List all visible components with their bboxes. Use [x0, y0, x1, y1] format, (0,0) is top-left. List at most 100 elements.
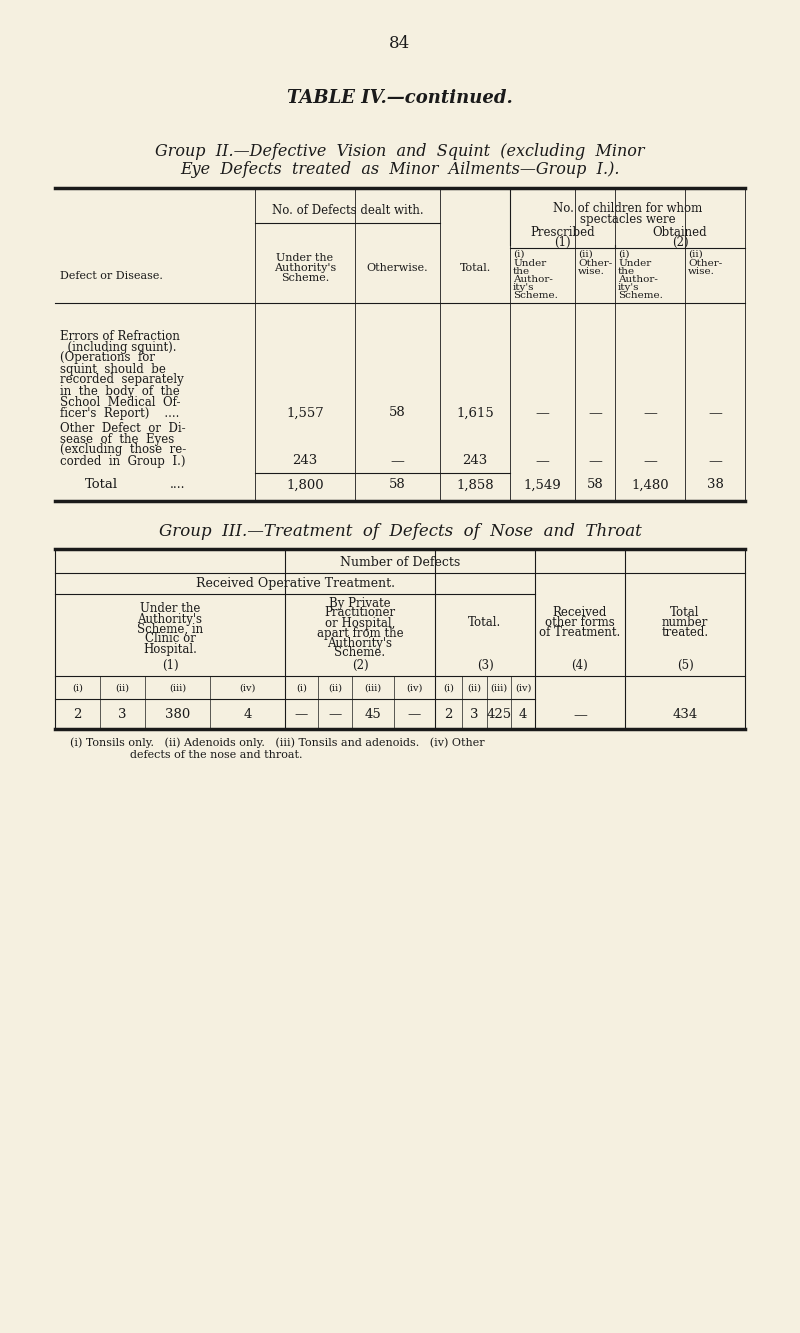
Text: 1,800: 1,800: [286, 479, 324, 492]
Text: or Hospital,: or Hospital,: [325, 616, 395, 629]
Text: 45: 45: [365, 709, 382, 721]
Text: Scheme, in: Scheme, in: [137, 623, 203, 636]
Text: corded  in  Group  I.): corded in Group I.): [60, 455, 186, 468]
Text: 58: 58: [586, 479, 603, 492]
Text: School  Medical  Of-: School Medical Of-: [60, 396, 181, 408]
Text: ....: ....: [170, 479, 186, 492]
Text: 1,858: 1,858: [456, 479, 494, 492]
Text: (3): (3): [477, 659, 494, 672]
Text: (i): (i): [443, 684, 454, 693]
Text: (including squint).: (including squint).: [60, 340, 177, 353]
Text: (4): (4): [572, 659, 588, 672]
Text: the: the: [618, 267, 635, 276]
Text: —: —: [588, 407, 602, 420]
Text: —: —: [390, 455, 405, 468]
Text: Clinic or: Clinic or: [145, 632, 195, 645]
Text: Received Operative Treatment.: Received Operative Treatment.: [195, 577, 394, 591]
Text: TABLE IV.—continued.: TABLE IV.—continued.: [287, 89, 513, 107]
Text: ficer's  Report)    ....: ficer's Report) ....: [60, 407, 179, 420]
Text: ity's: ity's: [618, 283, 639, 292]
Text: By Private: By Private: [329, 596, 391, 609]
Text: Scheme.: Scheme.: [334, 647, 386, 660]
Text: (ii): (ii): [467, 684, 482, 693]
Text: Total: Total: [85, 479, 118, 492]
Text: Hospital.: Hospital.: [143, 643, 197, 656]
Text: (iii): (iii): [365, 684, 382, 693]
Text: No. of Defects dealt with.: No. of Defects dealt with.: [272, 204, 423, 217]
Text: recorded  separately: recorded separately: [60, 373, 184, 387]
Text: 4: 4: [519, 709, 527, 721]
Text: (iii): (iii): [169, 684, 186, 693]
Text: 243: 243: [462, 455, 488, 468]
Text: (iv): (iv): [406, 684, 422, 693]
Text: —: —: [535, 455, 550, 468]
Text: (Operations  for: (Operations for: [60, 352, 155, 364]
Text: Scheme.: Scheme.: [513, 291, 558, 300]
Text: (1): (1): [554, 236, 571, 248]
Text: —: —: [708, 455, 722, 468]
Text: Defect or Disease.: Defect or Disease.: [60, 271, 163, 281]
Text: number: number: [662, 616, 708, 629]
Text: Other-: Other-: [688, 259, 722, 268]
Text: in  the  body  of  the: in the body of the: [60, 384, 180, 397]
Text: wise.: wise.: [688, 267, 715, 276]
Text: No. of children for whom: No. of children for whom: [553, 201, 702, 215]
Text: 425: 425: [486, 709, 511, 721]
Text: 1,549: 1,549: [524, 479, 562, 492]
Text: 2: 2: [74, 709, 82, 721]
Text: treated.: treated.: [662, 627, 709, 640]
Text: Under the: Under the: [277, 253, 334, 263]
Text: (1): (1): [162, 659, 178, 672]
Text: (ii): (ii): [328, 684, 342, 693]
Text: —: —: [708, 407, 722, 420]
Text: Under: Under: [513, 259, 546, 268]
Text: (ii): (ii): [115, 684, 130, 693]
Text: Otherwise.: Otherwise.: [366, 263, 428, 273]
Text: —: —: [408, 709, 421, 721]
Text: Group  III.—Treatment  of  Defects  of  Nose  and  Throat: Group III.—Treatment of Defects of Nose …: [158, 523, 642, 540]
Text: ity's: ity's: [513, 283, 534, 292]
Text: (i): (i): [296, 684, 307, 693]
Text: (2): (2): [672, 236, 688, 248]
Text: —: —: [643, 407, 657, 420]
Text: (i): (i): [72, 684, 83, 693]
Text: Other  Defect  or  Di-: Other Defect or Di-: [60, 421, 186, 435]
Text: (ii): (ii): [688, 249, 702, 259]
Text: apart from the: apart from the: [317, 627, 403, 640]
Text: (i): (i): [618, 249, 630, 259]
Text: (iii): (iii): [490, 684, 507, 693]
Text: (i) Tonsils only.   (ii) Adenoids only.   (iii) Tonsils and adenoids.   (iv) Oth: (i) Tonsils only. (ii) Adenoids only. (i…: [70, 737, 485, 748]
Text: Group  II.—Defective  Vision  and  Squint  (excluding  Minor: Group II.—Defective Vision and Squint (e…: [155, 143, 645, 160]
Text: 380: 380: [165, 709, 190, 721]
Text: (ii): (ii): [578, 249, 593, 259]
Text: (5): (5): [677, 659, 694, 672]
Text: 243: 243: [292, 455, 318, 468]
Text: Authority's: Authority's: [327, 636, 393, 649]
Text: (iv): (iv): [239, 684, 256, 693]
Text: Practitioner: Practitioner: [325, 607, 395, 620]
Text: squint  should  be: squint should be: [60, 363, 166, 376]
Text: Authority's: Authority's: [274, 263, 336, 273]
Text: 84: 84: [390, 35, 410, 52]
Text: 2: 2: [444, 709, 453, 721]
Text: (i): (i): [513, 249, 525, 259]
Text: sease  of  the  Eyes: sease of the Eyes: [60, 432, 174, 445]
Text: Authority's: Authority's: [138, 612, 202, 625]
Text: 1,557: 1,557: [286, 407, 324, 420]
Text: Author-: Author-: [513, 275, 553, 284]
Text: Number of Defects: Number of Defects: [340, 556, 460, 568]
Text: spectacles were: spectacles were: [580, 212, 675, 225]
Text: Eye  Defects  treated  as  Minor  Ailments—Group  I.).: Eye Defects treated as Minor Ailments—Gr…: [180, 161, 620, 179]
Text: 1,615: 1,615: [456, 407, 494, 420]
Text: 58: 58: [389, 407, 406, 420]
Text: Author-: Author-: [618, 275, 658, 284]
Text: Under: Under: [618, 259, 651, 268]
Text: Received: Received: [553, 607, 607, 620]
Text: the: the: [513, 267, 530, 276]
Text: —: —: [535, 407, 550, 420]
Text: defects of the nose and throat.: defects of the nose and throat.: [130, 750, 302, 760]
Text: —: —: [588, 455, 602, 468]
Text: —: —: [643, 455, 657, 468]
Text: Under the: Under the: [140, 603, 200, 616]
Text: Total: Total: [670, 607, 700, 620]
